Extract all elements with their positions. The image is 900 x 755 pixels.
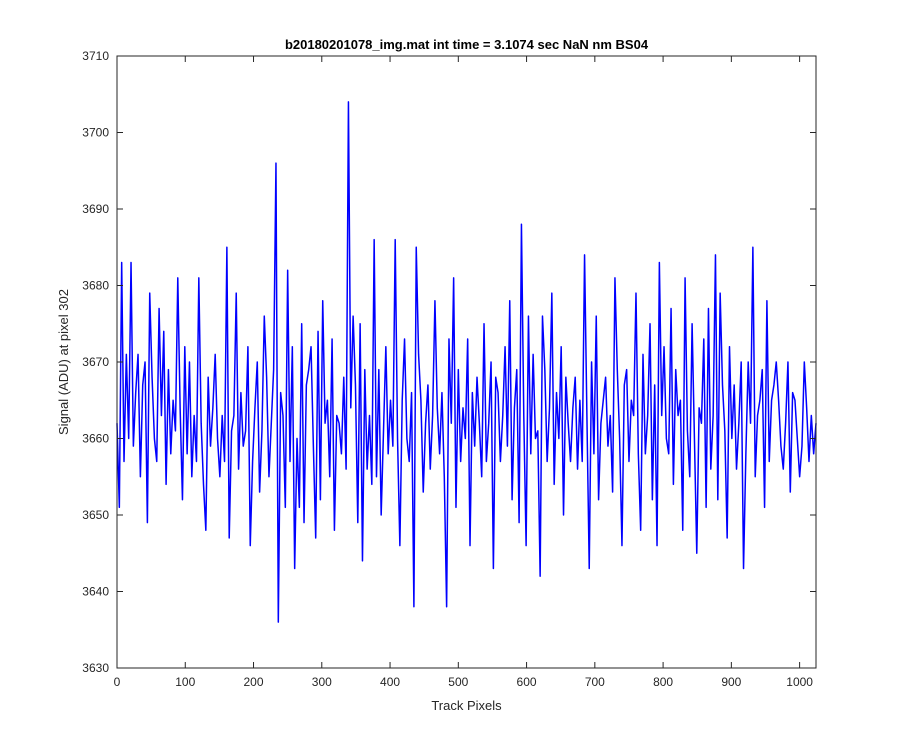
y-tick-label-0: 3630 [82,661,109,675]
y-axis-label: Signal (ADU) at pixel 302 [56,289,71,435]
y-tick-label-8: 3710 [82,49,109,63]
y-tick-label-3: 3660 [82,432,109,446]
x-tick-label-5: 500 [448,675,468,689]
x-tick-label-9: 900 [721,675,741,689]
y-tick-label-1: 3640 [82,585,109,599]
series-line-0 [116,101,817,623]
x-tick-label-0: 0 [114,675,121,689]
y-axis-ticks: 3630 3640 3650 3660 3670 3680 3690 3700 3710 [82,49,816,675]
x-tick-label-4: 400 [380,675,400,689]
x-tick-label-10: 1000 [786,675,813,689]
x-tick-label-1: 100 [175,675,195,689]
x-tick-label-6: 600 [517,675,537,689]
x-tick-label-8: 800 [653,675,673,689]
x-tick-label-7: 700 [585,675,605,689]
series-layer [116,101,817,623]
x-axis-label: Track Pixels [431,698,502,713]
y-tick-label-5: 3680 [82,279,109,293]
x-tick-label-3: 300 [312,675,332,689]
y-tick-label-4: 3670 [82,355,109,369]
chart-title: b20180201078_img.mat int time = 3.1074 s… [285,37,649,52]
y-tick-label-6: 3690 [82,202,109,216]
x-tick-label-2: 200 [244,675,264,689]
y-tick-label-2: 3650 [82,508,109,522]
y-tick-label-7: 3700 [82,126,109,140]
x-axis-ticks: 0 100 200 300 400 500 600 700 800 900 1000 [114,56,813,689]
